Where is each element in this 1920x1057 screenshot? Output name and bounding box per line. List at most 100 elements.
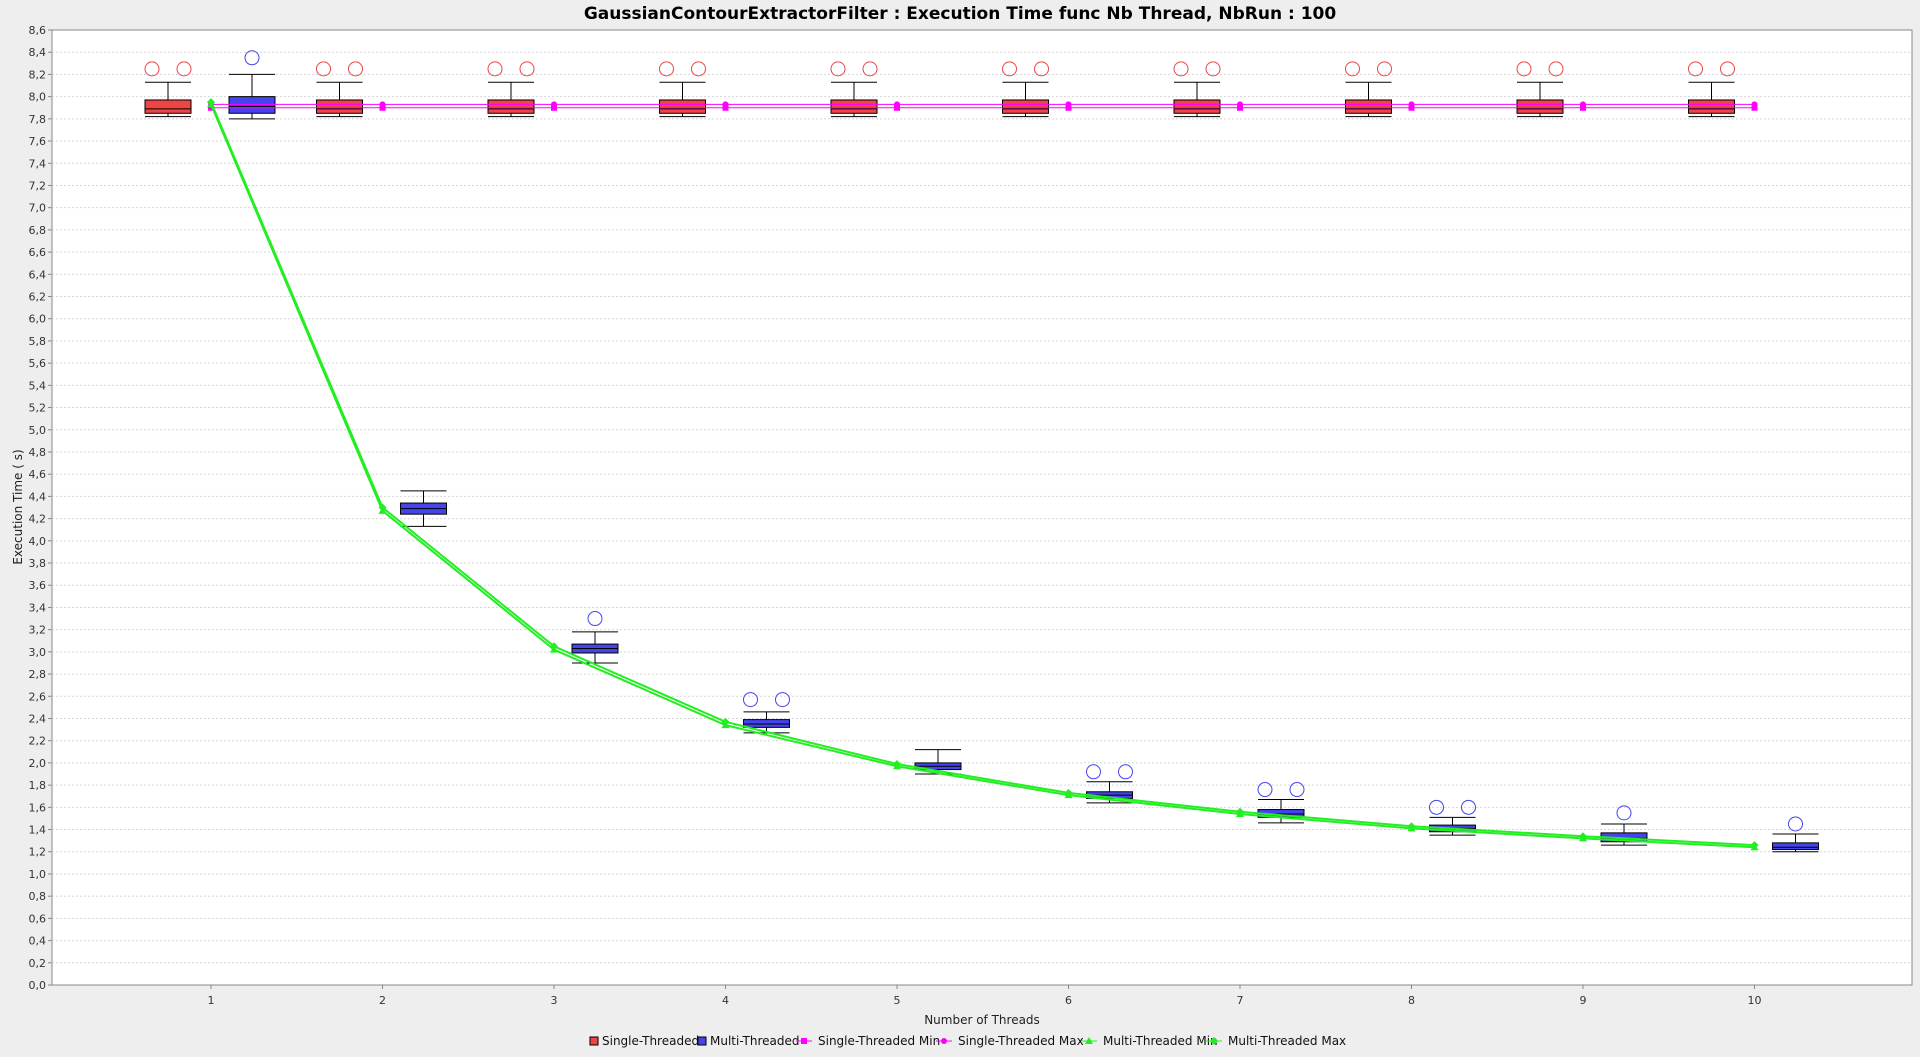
box-single [316,61,363,118]
y-tick-label: 6,4 [29,268,47,281]
outlier-marker [1118,764,1133,780]
y-tick-label: 3,8 [29,557,47,570]
y-axis: 0,0 0,2 0,4 0,6 0,8 1,0 1,2 1,4 1,6 1,8 2,0 2,2 2,4 2… [29,24,52,992]
outlier-marker [1429,799,1444,815]
y-tick-label: 1,0 [29,868,47,881]
legend-label: Single-Threaded [602,1034,699,1048]
box-iqr [1772,842,1819,851]
y-tick-label: 2,6 [29,690,47,703]
y-tick-label: 8,0 [29,91,47,104]
outlier-marker [743,692,758,708]
y-tick-label: 4,0 [29,535,47,548]
outlier-marker [830,61,846,77]
y-tick-label: 6,8 [29,224,47,237]
box-multi [1086,764,1133,804]
outlier-marker [348,61,363,77]
x-tick-label: 5 [894,994,901,1007]
legend-marker [1085,1037,1093,1044]
series-marker [1751,104,1758,111]
legend-marker [801,1038,807,1044]
series-marker [894,104,900,111]
outlier-marker [775,692,790,708]
y-tick-label: 8,2 [29,68,47,81]
outlier-marker [587,611,603,627]
series-marker [1580,104,1586,111]
box-iqr [316,99,363,114]
box-iqr [830,99,878,114]
series-marker [722,101,729,108]
outlier-marker [1205,61,1221,77]
y-tick-label: 4,6 [29,468,47,481]
legend-label: Multi-Threaded Min [1103,1034,1218,1048]
x-tick-label: 6 [1065,994,1072,1007]
box-single [1173,61,1221,118]
series-marker [1579,832,1587,841]
outlier-marker [1289,782,1305,798]
outlier-marker [691,61,706,77]
legend-label: Multi-Threaded [710,1034,800,1048]
series-line [210,104,1755,849]
legend: Single-Threaded Multi-Threaded Single-Thre… [589,1034,1346,1048]
series-marker [1236,807,1244,816]
series-marker [379,101,386,108]
box-multi [1772,816,1819,853]
y-tick-label: 2,0 [29,757,47,770]
outlier-marker [487,61,503,77]
legend-swatch [697,1036,707,1046]
series-marker [378,503,387,512]
outlier-marker [1788,816,1803,832]
x-axis-label: Number of Threads [924,1013,1040,1027]
y-tick-label: 7,8 [29,113,47,126]
series-marker [1580,101,1586,108]
series-marker [1407,822,1416,831]
y-tick-label: 1,2 [29,846,47,859]
legend-item: Multi-Threaded Min [1081,1034,1218,1048]
box-iqr [1688,99,1735,114]
legend-item: Single-Threaded [589,1034,699,1048]
x-tick-label: 4 [722,994,729,1007]
box-iqr [743,719,790,728]
legend-item: Multi-Threaded Max [1206,1034,1346,1048]
y-tick-label: 7,4 [29,157,47,170]
y-tick-label: 3,4 [29,601,47,614]
y-tick-label: 3,0 [29,646,47,659]
outlier-marker [144,61,160,77]
y-tick-label: 0,6 [29,912,47,925]
box-multi [228,50,276,120]
box-single [144,61,192,118]
y-tick-label: 8,4 [29,46,47,59]
chart-title: GaussianContourExtractorFilter : Executi… [584,4,1337,24]
box-iqr [659,99,706,114]
y-tick-label: 7,0 [29,202,47,215]
series-marker [1750,841,1759,850]
series-marker [379,104,386,111]
series-marker [722,104,729,111]
series-marker [207,98,215,107]
outlier-marker [1034,61,1049,77]
series-marker [1237,104,1243,111]
box-single [830,61,878,118]
box-single [487,61,535,118]
y-tick-label: 5,2 [29,402,47,415]
legend-item: Multi-Threaded [697,1034,800,1048]
series-circle [208,101,1758,108]
legend-item: Single-Threaded Min [796,1034,940,1048]
series-marker [1065,104,1072,111]
series-marker [1408,101,1415,108]
outlier-marker [1548,61,1564,77]
series-square [208,104,1758,111]
outlier-marker [1516,61,1532,77]
plot-area [51,29,1913,986]
series-marker [551,101,557,108]
box-multi [400,490,447,527]
grid-layer [52,51,1912,964]
series-marker [1065,101,1072,108]
y-tick-label: 4,2 [29,513,47,526]
y-tick-label: 2,8 [29,668,47,681]
legend-marker [941,1038,947,1044]
y-tick-label: 2,2 [29,735,47,748]
box-iqr [1345,99,1392,114]
series-marker [551,104,557,111]
